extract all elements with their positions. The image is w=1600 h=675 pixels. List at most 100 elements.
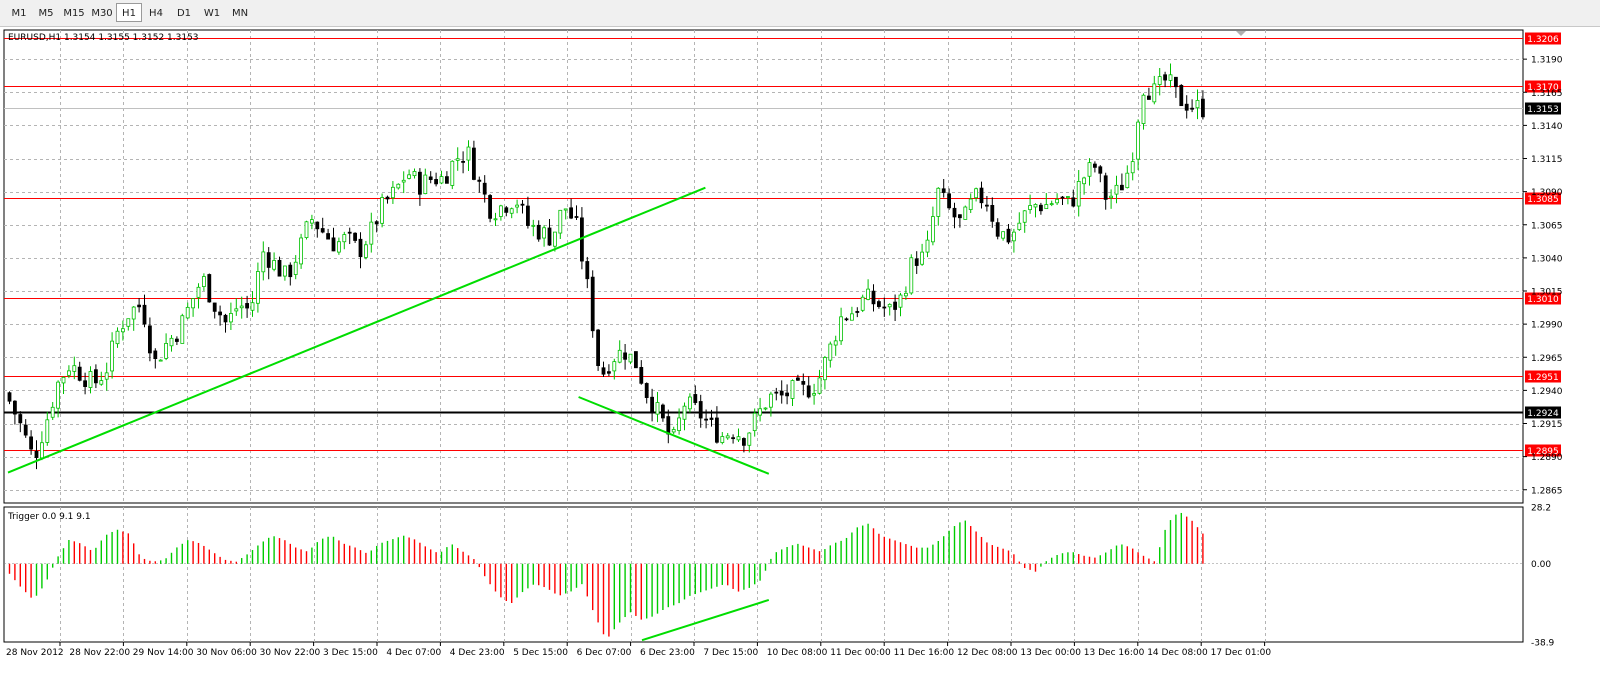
candle-body: [1114, 184, 1119, 195]
x-tick-label: 28 Nov 22:00: [69, 648, 130, 658]
x-tick-label: 30 Nov 06:00: [196, 648, 257, 658]
candle-body: [250, 302, 255, 311]
candle-body: [1017, 222, 1022, 231]
timeframe-button-w1[interactable]: W1: [203, 8, 221, 19]
timeframe-button-h4[interactable]: H4: [149, 8, 163, 19]
candle-body: [320, 228, 325, 233]
timeframe-button-m5[interactable]: M5: [38, 8, 54, 19]
candle-body: [477, 179, 482, 182]
candle-body: [266, 252, 271, 268]
y-tick-label: 1.3090: [1531, 188, 1563, 198]
candle-body: [779, 390, 784, 396]
candle-body: [693, 394, 698, 403]
timeframe-button-d1[interactable]: D1: [176, 8, 192, 19]
candle-body: [1141, 94, 1146, 124]
x-tick-label: 28 Nov 2012: [6, 648, 64, 658]
candle-body: [774, 391, 779, 394]
candle-body: [947, 193, 951, 209]
oscillator-y-tick-label: 0.00: [1531, 560, 1551, 570]
candle-body: [1066, 196, 1070, 198]
candle-body: [590, 276, 595, 332]
candle-body: [850, 313, 854, 321]
candle-body: [698, 401, 703, 419]
candle-body: [909, 257, 914, 294]
candle-body: [752, 412, 757, 432]
level-price-tag: [1525, 32, 1561, 45]
candle-body: [212, 302, 217, 312]
candle-body: [390, 186, 395, 199]
candle-body: [353, 232, 358, 241]
candle-body: [1087, 162, 1092, 177]
timeframe-button-m30[interactable]: M30: [91, 8, 113, 19]
candle-body: [574, 216, 579, 218]
x-tick-label: 29 Nov 14:00: [133, 648, 194, 658]
candle-body: [304, 221, 309, 239]
candle-body: [725, 435, 730, 439]
candle-body: [299, 237, 304, 265]
candle-body: [709, 417, 714, 420]
x-tick-label: 14 Dec 08:00: [1147, 648, 1208, 658]
candle-body: [428, 176, 433, 180]
candle-body: [520, 203, 525, 206]
candle-body: [239, 305, 244, 309]
candle-body: [23, 424, 28, 436]
candle-body: [963, 206, 968, 220]
candle-body: [1039, 204, 1043, 212]
candle-body: [866, 288, 870, 300]
candle-body: [67, 370, 71, 376]
candle-body: [282, 265, 287, 277]
candle-body: [482, 182, 487, 195]
candle-body: [898, 294, 903, 308]
oscillator-y-tick-label: -38.9: [1531, 639, 1555, 649]
candle-body: [1157, 76, 1162, 85]
candle-body: [812, 393, 816, 396]
candle-body: [995, 222, 1000, 237]
x-tick-label: 13 Dec 00:00: [1020, 648, 1081, 658]
x-tick-label: 6 Dec 23:00: [640, 648, 695, 658]
timeframe-button-mn[interactable]: MN: [231, 8, 249, 19]
candle-body: [914, 258, 919, 266]
candle-body: [1044, 204, 1049, 210]
candle-body: [806, 385, 811, 398]
timeframe-toolbar: M1 M5 M15 M30 H1 H4 D1 W1 MN: [0, 0, 1600, 27]
candle-body: [466, 146, 471, 161]
candle-body: [1147, 95, 1151, 100]
candle-body: [1033, 204, 1038, 208]
timeframe-button-m15[interactable]: M15: [63, 8, 85, 19]
candle-body: [855, 311, 860, 313]
candle-body: [147, 325, 152, 354]
candle-body: [1055, 198, 1059, 204]
candle-body: [61, 376, 66, 384]
candle-body: [315, 221, 320, 230]
candle-body: [958, 214, 962, 219]
timeframe-button-m1[interactable]: M1: [11, 8, 27, 19]
candle-body: [882, 306, 887, 309]
timeframe-button-h1[interactable]: H1: [116, 3, 142, 22]
level-price-label: 1.3170: [1527, 83, 1559, 93]
current-price-tag: [1525, 102, 1561, 115]
candle-body: [974, 188, 978, 199]
candle-body: [50, 406, 55, 418]
candle-body: [417, 171, 422, 195]
candle-body: [342, 234, 347, 243]
candle-body: [644, 383, 649, 398]
candle-body: [623, 352, 627, 360]
candle-body: [1082, 177, 1086, 185]
candle-body: [223, 314, 228, 323]
candle-body: [893, 301, 897, 310]
y-tick-label: 1.3165: [1531, 89, 1563, 99]
candle-body: [1071, 197, 1076, 207]
candle-body: [434, 179, 439, 185]
candle-body: [612, 361, 617, 372]
candle-body: [661, 404, 665, 419]
candle-body: [731, 437, 735, 440]
candle-body: [347, 231, 352, 234]
trend-line: [7, 186, 706, 474]
candle-body: [931, 216, 935, 243]
candle-body: [185, 306, 190, 319]
candle-body: [18, 414, 23, 424]
candle-body: [121, 328, 125, 333]
candle-body: [40, 442, 44, 459]
candle-body: [358, 238, 363, 258]
